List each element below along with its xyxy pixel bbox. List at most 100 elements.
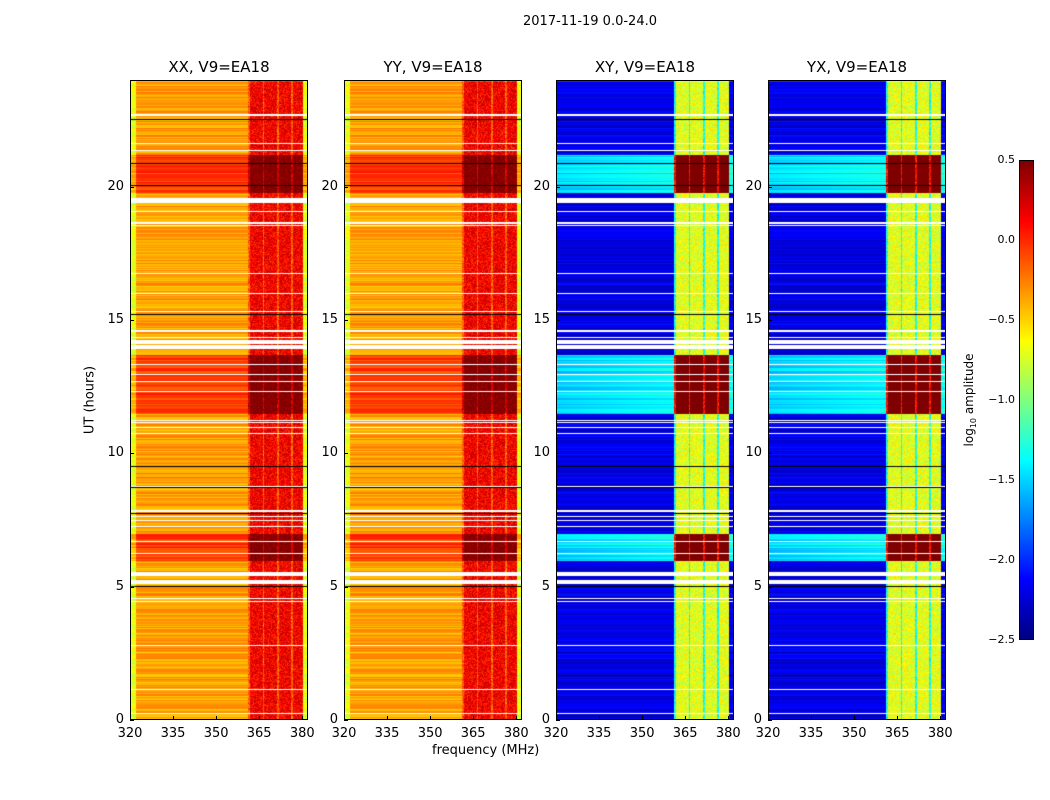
x-tick-mark	[430, 716, 432, 720]
y-tick-label: 20	[321, 178, 338, 194]
y-tick-label: 5	[329, 578, 338, 594]
y-tick-mark	[556, 320, 560, 321]
panel-title: XX, V9=EA18	[168, 58, 270, 76]
y-tick-label: 0	[541, 712, 550, 727]
x-tick-mark	[599, 716, 601, 720]
y-tick-mark	[768, 320, 772, 321]
x-tick-label: 365	[672, 726, 698, 741]
y-tick-label: 20	[107, 178, 124, 194]
y-tick-mark	[556, 186, 560, 188]
y-tick-label: 15	[321, 312, 338, 327]
y-tick-label: 15	[745, 312, 762, 327]
y-tick-mark	[344, 186, 348, 188]
y-tick-mark	[556, 720, 560, 721]
x-tick-label: 380	[715, 726, 741, 741]
y-tick-label: 15	[107, 312, 124, 327]
x-tick-label: 380	[927, 726, 953, 741]
y-tick-label: 5	[541, 578, 550, 594]
x-tick-label: 335	[160, 726, 186, 741]
x-tick-mark	[473, 716, 475, 720]
y-tick-mark	[768, 453, 772, 455]
colorbar-tick-label: −2.0	[988, 553, 1015, 566]
y-tick-mark	[556, 453, 560, 455]
y-tick-label: 0	[753, 712, 762, 727]
spectrogram-panel-yx: YX, V9=EA18 0 5 10 15 20 320 335 350 365 380	[745, 58, 952, 741]
colorbar	[1019, 160, 1034, 640]
x-tick-mark	[516, 716, 518, 720]
x-tick-label: 320	[755, 726, 781, 741]
y-tick-mark	[768, 586, 772, 588]
spectrogram-panel-xx: XX, V9=EA18 0 5 10 15 20 320 335 350 365 380	[107, 58, 314, 741]
x-tick-label: 320	[331, 726, 357, 741]
spectrogram-image	[768, 80, 946, 720]
y-tick-mark	[130, 720, 134, 721]
x-tick-mark	[685, 716, 687, 720]
panel-title: YY, V9=EA18	[383, 58, 483, 76]
colorbar-tick-label: −0.5	[988, 313, 1015, 326]
spectrogram-panel-yy: YY, V9=EA18 0 5 10 15 20 320 335 350 365 380	[321, 58, 528, 741]
spectrogram-image	[556, 80, 734, 720]
x-tick-label: 350	[629, 726, 655, 741]
y-tick-label: 20	[533, 178, 550, 194]
x-tick-label: 335	[586, 726, 612, 741]
x-tick-mark	[216, 716, 218, 720]
colorbar-tick-label: 0.5	[997, 153, 1016, 166]
y-tick-mark	[556, 586, 560, 588]
y-tick-mark	[344, 586, 348, 588]
figure-title: 2017-11-19 0.0-24.0	[523, 14, 657, 29]
y-tick-label: 10	[107, 445, 124, 461]
x-tick-mark	[556, 716, 557, 720]
y-tick-mark	[130, 453, 134, 455]
x-tick-label: 350	[417, 726, 443, 741]
y-tick-mark	[768, 186, 772, 188]
spectrogram-panel-xy: XY, V9=EA18 0 5 10 15 20 320 335 350 365 380	[533, 58, 740, 741]
x-tick-label: 380	[289, 726, 315, 741]
x-tick-mark	[259, 716, 261, 720]
colorbar-tick-label: −1.5	[988, 473, 1015, 486]
x-tick-label: 350	[203, 726, 229, 741]
x-tick-mark	[642, 716, 644, 720]
x-tick-label: 320	[117, 726, 143, 741]
x-tick-mark	[897, 716, 899, 720]
x-tick-mark	[173, 716, 175, 720]
colorbar-tick-label: 0.0	[997, 233, 1016, 246]
colorbar-tick-label: −2.5	[988, 633, 1015, 646]
x-tick-label: 350	[841, 726, 867, 741]
spectrogram-image	[344, 80, 522, 720]
colorbar-tick-label: −1.0	[988, 393, 1015, 406]
y-tick-mark	[344, 720, 348, 721]
x-tick-mark	[387, 716, 389, 720]
x-tick-label: 365	[884, 726, 910, 741]
y-tick-label: 20	[745, 178, 762, 194]
x-tick-mark	[811, 716, 813, 720]
colorbar-label: log10 amplitude	[961, 353, 979, 447]
y-tick-label: 5	[753, 578, 762, 594]
y-tick-mark	[344, 453, 348, 455]
x-tick-mark	[854, 716, 856, 720]
x-tick-mark	[940, 716, 942, 720]
y-tick-label: 5	[115, 578, 124, 594]
y-tick-mark	[768, 720, 772, 721]
x-tick-mark	[302, 716, 304, 720]
x-tick-label: 335	[798, 726, 824, 741]
x-tick-label: 380	[503, 726, 529, 741]
x-tick-label: 365	[246, 726, 272, 741]
x-tick-label: 365	[460, 726, 486, 741]
y-tick-label: 10	[321, 445, 338, 461]
x-axis-label: frequency (MHz)	[432, 743, 540, 758]
x-tick-label: 320	[543, 726, 569, 741]
y-tick-mark	[344, 320, 348, 321]
spectrogram-image	[130, 80, 308, 720]
x-tick-mark	[768, 716, 769, 720]
y-tick-mark	[130, 186, 134, 188]
panel-title: YX, V9=EA18	[806, 58, 908, 76]
y-tick-label: 15	[533, 312, 550, 327]
x-tick-mark	[130, 716, 131, 720]
x-tick-label: 335	[374, 726, 400, 741]
panel-title: XY, V9=EA18	[594, 58, 696, 76]
y-tick-mark	[130, 586, 134, 588]
y-tick-label: 0	[115, 712, 124, 727]
y-tick-label: 0	[329, 712, 338, 727]
y-tick-label: 10	[533, 445, 550, 461]
y-tick-mark	[130, 320, 134, 321]
